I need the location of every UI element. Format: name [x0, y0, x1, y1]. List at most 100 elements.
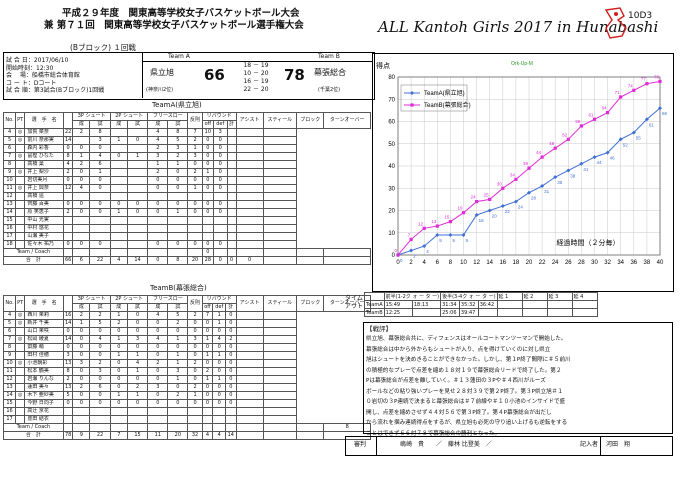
- y-tick-label: 70: [388, 97, 395, 103]
- player-row: 17 山瀬 美子: [2, 232, 371, 241]
- stat-cell: 0: [126, 319, 149, 328]
- header-att: 試: [126, 120, 149, 129]
- stat-cell: 0: [201, 184, 214, 193]
- stat-cell: [262, 144, 298, 153]
- stat-cell: [147, 407, 169, 416]
- stat-cell: [15, 200, 26, 209]
- stat-cell: [72, 407, 91, 416]
- stat-cell: 0: [109, 359, 128, 368]
- data-label: 2: [413, 254, 416, 259]
- total-cell: 4: [109, 256, 128, 265]
- data-label: 52: [623, 142, 629, 147]
- stat-cell: 8: [62, 152, 74, 161]
- stat-cell: [62, 232, 74, 241]
- total-cell: [262, 256, 298, 265]
- timeout-cell: [411, 308, 442, 317]
- data-label: 22: [505, 209, 511, 214]
- stat-cell: 0: [147, 240, 169, 249]
- footer-box: [345, 436, 673, 456]
- stat-cell: 0: [147, 399, 169, 408]
- stat-cell: ◎: [15, 391, 26, 400]
- stat-cell: [226, 240, 237, 249]
- stat-cell: ◎: [15, 311, 26, 320]
- stat-cell: 0: [167, 176, 189, 185]
- stat-cell: [201, 216, 214, 225]
- stat-cell: [235, 248, 264, 257]
- total-cell: 0: [213, 256, 228, 265]
- stat-cell: 12: [2, 192, 17, 201]
- data-point: [579, 161, 584, 166]
- stat-cell: 3: [187, 335, 203, 344]
- stat-cell: [89, 232, 111, 241]
- data-point: [448, 220, 452, 224]
- stat-cell: 0: [126, 200, 149, 209]
- header-2p: 2P シュート: [109, 112, 149, 121]
- stat-cell: 0: [109, 200, 128, 209]
- player-row: 14 ◎ 木下 亜紗美 5 0 0 1 1 0 2 1 0 0 0: [2, 391, 371, 400]
- stat-cell: 0: [167, 343, 189, 352]
- stat-cell: [126, 415, 149, 424]
- stat-cell: 15: [2, 216, 17, 225]
- legend-label: TeamA(県立旭): [424, 89, 465, 97]
- player-name: 加賀 菜奈: [24, 128, 64, 137]
- data-label: 35: [557, 180, 563, 185]
- stat-cell: [167, 192, 189, 201]
- header-st: スティール: [262, 295, 298, 312]
- stat-cell: 2: [109, 319, 128, 328]
- stat-cell: [262, 168, 298, 177]
- stat-cell: 22: [62, 128, 74, 137]
- stat-cell: 0: [201, 383, 214, 392]
- data-label: 31: [544, 189, 550, 194]
- stat-cell: 0: [201, 152, 214, 161]
- stat-cell: [262, 343, 298, 352]
- data-label: 20: [492, 214, 498, 219]
- stat-cell: [187, 192, 203, 201]
- player-name: 蓮田 美々: [24, 383, 64, 392]
- player-name: 高橋 葉: [24, 160, 64, 169]
- stat-cell: 0: [89, 240, 111, 249]
- stat-cell: [109, 168, 128, 177]
- x-tick-label: 14: [486, 260, 493, 266]
- stat-cell: [126, 144, 149, 153]
- stat-cell: [126, 168, 149, 177]
- stat-cell: 0: [126, 375, 149, 384]
- stat-cell: [235, 128, 264, 137]
- stat-cell: [126, 216, 149, 225]
- timeout-cell: [521, 308, 548, 317]
- header-row: No. PT 選 手 名 3P シュート 2P シュート フリースロー 反則 リバウンド アシス…: [2, 112, 371, 129]
- player-row: 9 ◎ 井上 梨沙 2 0 1 2 0 2 1 0: [2, 168, 371, 177]
- data-label: 0: [400, 258, 403, 263]
- stat-cell: 0: [225, 375, 237, 384]
- stat-cell: 12: [62, 184, 74, 193]
- player-row: 5 ◎ 新井 千美 14 1 5 2 0 0 2 0 0 1 0: [2, 319, 371, 328]
- timeout-cell: 12:25: [383, 308, 413, 317]
- total-cell: [323, 256, 371, 265]
- stat-cell: [225, 423, 237, 432]
- data-label: 74: [628, 83, 634, 88]
- stat-cell: [262, 391, 298, 400]
- stat-cell: 0: [212, 367, 227, 376]
- player-name: 小池朝彩: [24, 359, 64, 368]
- stat-cell: 1: [167, 351, 189, 360]
- quarter-row: 18 － 19: [243, 62, 269, 69]
- stat-cell: [235, 176, 264, 185]
- stat-cell: [235, 383, 264, 392]
- stat-cell: 1: [212, 319, 227, 328]
- score-team-a: 66: [204, 66, 225, 84]
- data-label: 7: [408, 232, 411, 237]
- stat-cell: [126, 248, 149, 257]
- player-row: 12 高橋 遥: [2, 192, 371, 201]
- stat-cell: 1: [201, 335, 214, 344]
- header-no: No.: [2, 112, 17, 129]
- data-point: [645, 82, 649, 86]
- data-label: 61: [649, 122, 655, 127]
- stat-cell: 0: [62, 144, 74, 153]
- stat-cell: 16: [2, 407, 17, 416]
- x-tick-label: 34: [617, 260, 624, 266]
- stat-cell: 1: [212, 351, 227, 360]
- stat-cell: 3: [147, 383, 169, 392]
- stat-cell: [126, 160, 149, 169]
- stat-cell: [109, 240, 128, 249]
- data-point: [658, 106, 662, 111]
- stat-cell: 0: [225, 319, 237, 328]
